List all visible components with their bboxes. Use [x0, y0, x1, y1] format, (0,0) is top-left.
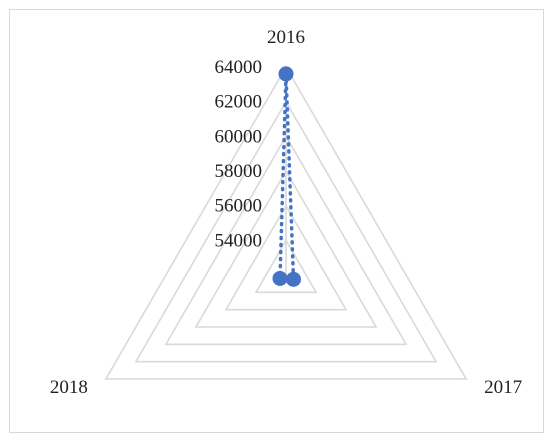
series-layer	[272, 66, 302, 287]
gridline-60000	[164, 134, 408, 346]
category-label-2018: 2018	[50, 377, 88, 398]
category-label-2016: 2016	[267, 27, 305, 48]
tick-label-54000: 54000	[215, 230, 263, 251]
gridline-56000	[224, 204, 348, 311]
category-label-2017: 2017	[484, 377, 522, 398]
gridline-58000	[194, 169, 378, 328]
tick-label-62000: 62000	[215, 92, 263, 113]
radial-tick-labels: 54000 56000 58000 60000 62000 64000	[215, 57, 263, 251]
data-point-2016	[278, 66, 294, 82]
gridline-62000	[134, 100, 438, 363]
gridline-64000	[104, 65, 468, 380]
category-labels: 2016 2017 2018	[50, 27, 522, 398]
tick-label-58000: 58000	[215, 161, 263, 182]
data-point-2018	[272, 270, 288, 286]
tick-label-64000: 64000	[215, 57, 263, 78]
tick-label-56000: 56000	[215, 196, 263, 217]
gridline-54000	[254, 238, 318, 294]
data-point-2017	[286, 271, 302, 287]
tick-label-60000: 60000	[215, 126, 263, 147]
